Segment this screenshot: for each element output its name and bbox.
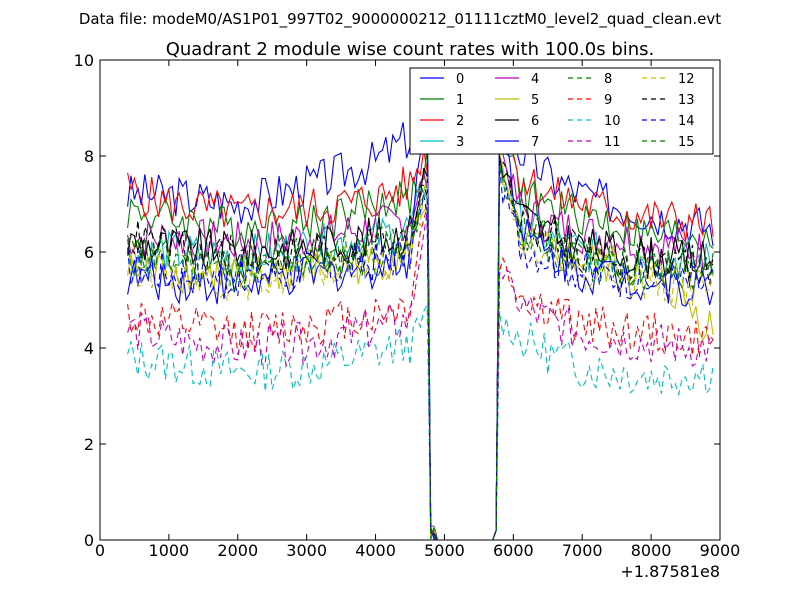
x-axis: 0 1000 2000 3000 4000 5000 6000 7000 8000 9000 — [95, 60, 740, 560]
y-tick-label: 8 — [84, 147, 94, 166]
series-line-6 — [127, 156, 714, 541]
legend-label-13: 13 — [678, 93, 695, 108]
y-tick-label: 10 — [74, 51, 94, 70]
series-line-2 — [127, 129, 714, 541]
legend-label-12: 12 — [678, 72, 695, 87]
y-tick-label: 4 — [84, 339, 94, 358]
series-line-8 — [127, 167, 714, 541]
legend-label-9: 9 — [604, 93, 612, 108]
legend-frame — [409, 67, 714, 155]
x-tick-label: 4000 — [355, 541, 396, 560]
x-tick-label: 5000 — [424, 541, 465, 560]
x-tick-label: 1000 — [149, 541, 190, 560]
plot-frame — [99, 59, 721, 541]
legend-label-14: 14 — [678, 114, 695, 129]
legend-label-10: 10 — [604, 114, 621, 129]
x-offset-label: +1.87581e8 — [620, 562, 720, 581]
series-line-9 — [127, 205, 714, 541]
series-line-15 — [127, 164, 714, 541]
x-tick-label: 6000 — [493, 541, 534, 560]
x-tick-label: 0 — [95, 541, 105, 560]
legend-label-6: 6 — [531, 114, 539, 129]
y-tick-label: 6 — [84, 243, 94, 262]
x-tick-label: 2000 — [217, 541, 258, 560]
legend-label-11: 11 — [604, 135, 621, 150]
legend-label-7: 7 — [531, 135, 539, 150]
legend-label-8: 8 — [604, 72, 612, 87]
legend-label-3: 3 — [456, 135, 464, 150]
y-tick-label: 2 — [84, 435, 94, 454]
x-tick-label: 9000 — [700, 541, 741, 560]
legend-label-1: 1 — [456, 93, 464, 108]
legend-label-5: 5 — [531, 93, 539, 108]
x-tick-label: 3000 — [286, 541, 327, 560]
series-line-11 — [127, 212, 714, 541]
series-line-10 — [127, 303, 714, 541]
legend-label-2: 2 — [456, 114, 464, 129]
series-line-14 — [127, 165, 714, 541]
figure-suptitle: Data file: modeM0/AS1P01_997T02_90000002… — [79, 10, 721, 29]
x-tick-label: 7000 — [562, 541, 603, 560]
legend-label-15: 15 — [678, 135, 695, 150]
chart-title: Quadrant 2 module wise count rates with … — [166, 39, 655, 60]
legend-label-4: 4 — [531, 72, 539, 87]
series-line-1 — [127, 120, 714, 541]
series-layer — [127, 100, 714, 541]
series-line-12 — [127, 164, 714, 541]
y-tick-label: 0 — [84, 531, 94, 550]
x-tick-label: 8000 — [631, 541, 672, 560]
legend-label-0: 0 — [456, 72, 464, 87]
series-line-13 — [127, 161, 714, 541]
